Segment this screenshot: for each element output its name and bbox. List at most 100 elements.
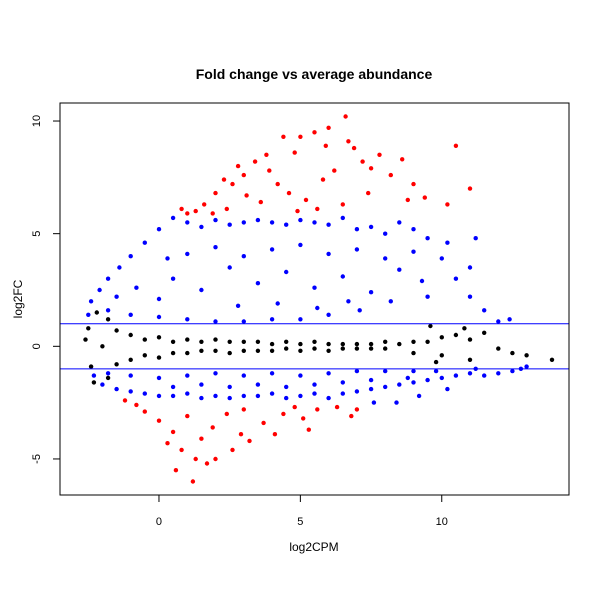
data-point-significant_moderate-2-51 (340, 380, 345, 385)
data-point-significant_moderate-2-29 (510, 368, 515, 374)
data-point-significant_moderate-2-9 (227, 395, 232, 401)
data-point-significant_moderate-1-37 (269, 317, 275, 322)
data-point-non_significant-3-58 (482, 330, 487, 335)
data-point-significant_high-0-49 (204, 461, 210, 466)
data-point-non_significant-3-50 (439, 353, 444, 358)
data-point-significant_high-0-13 (202, 202, 207, 207)
data-point-significant_moderate-2-38 (298, 373, 303, 378)
data-point-non_significant-3-30 (284, 346, 289, 351)
data-point-significant_moderate-1-42 (128, 312, 133, 317)
data-point-non_significant-3-46 (411, 339, 416, 344)
data-point-significant_moderate-1-65 (134, 285, 139, 290)
data-point-significant_moderate-1-54 (425, 294, 430, 299)
data-point-significant_moderate-1-27 (473, 236, 478, 241)
data-point-significant_moderate-2-0 (100, 382, 105, 387)
data-point-significant_moderate-1-51 (340, 274, 345, 279)
data-point-significant_high-0-14 (193, 208, 198, 214)
data-point-significant_high-0-28 (422, 195, 427, 200)
data-point-significant_high-0-24 (377, 152, 382, 157)
data-point-non_significant-3-51 (453, 332, 459, 338)
data-point-significant_moderate-2-27 (482, 373, 487, 378)
data-point-significant_moderate-2-36 (241, 373, 246, 378)
data-point-significant_moderate-1-66 (114, 294, 119, 299)
data-point-non_significant-3-49 (439, 335, 444, 340)
data-point-significant_high-0-73 (199, 436, 204, 441)
data-point-non_significant-3-33 (312, 339, 317, 344)
data-point-significant_moderate-1-3 (128, 254, 133, 259)
data-point-significant_moderate-1-13 (255, 217, 261, 223)
data-point-significant_moderate-1-39 (213, 319, 218, 324)
data-point-significant_moderate-2-31 (105, 371, 111, 376)
data-point-significant_high-0-58 (185, 413, 190, 419)
data-point-significant_high-0-8 (241, 172, 246, 178)
data-point-non_significant-3-6 (114, 362, 119, 367)
data-point-significant_moderate-1-9 (199, 224, 204, 230)
data-point-significant_moderate-1-22 (383, 231, 388, 236)
y-axis-label: log2FC (11, 279, 25, 318)
y-tick-label-0: -5 (31, 454, 43, 464)
data-point-significant_moderate-2-47 (227, 384, 232, 390)
data-point-significant_moderate-2-39 (326, 371, 331, 376)
data-point-non_significant-3-14 (170, 350, 176, 356)
data-point-non_significant-3-35 (326, 341, 331, 347)
data-point-significant_high-0-41 (292, 150, 297, 155)
data-points (83, 114, 555, 484)
data-point-significant_high-0-25 (400, 157, 405, 162)
data-point-significant_moderate-1-0 (170, 215, 176, 221)
data-point-non_significant-3-12 (156, 355, 162, 360)
data-point-significant_high-0-59 (210, 425, 215, 430)
data-point-non_significant-3-20 (213, 348, 218, 353)
data-point-non_significant-3-7 (128, 332, 133, 338)
data-point-non_significant-3-13 (170, 339, 176, 344)
data-point-significant_moderate-2-59 (524, 364, 529, 369)
data-point-significant_moderate-2-1 (114, 386, 119, 392)
data-point-significant_moderate-2-32 (128, 373, 133, 378)
data-point-significant_moderate-2-3 (142, 391, 147, 396)
data-point-significant_moderate-1-52 (368, 290, 374, 295)
data-point-non_significant-3-48 (425, 339, 430, 344)
data-point-significant_moderate-1-56 (185, 251, 190, 257)
data-point-non_significant-3-11 (156, 335, 162, 340)
data-point-significant_moderate-1-72 (275, 301, 280, 306)
data-point-significant_high-0-36 (295, 208, 300, 214)
data-point-significant_moderate-2-52 (368, 377, 374, 383)
data-point-non_significant-3-64 (433, 359, 439, 365)
data-point-significant_high-0-21 (332, 168, 337, 173)
data-point-significant_high-0-0 (343, 114, 348, 119)
data-point-non_significant-3-63 (462, 326, 467, 331)
data-point-significant_moderate-1-5 (105, 276, 111, 281)
data-point-significant_moderate-1-47 (227, 265, 232, 270)
data-point-non_significant-3-59 (83, 337, 88, 342)
data-point-non_significant-3-24 (241, 348, 246, 353)
data-point-significant_moderate-1-21 (368, 224, 374, 230)
data-point-significant_moderate-2-19 (368, 386, 374, 392)
data-point-significant_high-0-31 (445, 202, 450, 207)
data-point-significant_moderate-2-8 (213, 393, 218, 399)
data-point-significant_moderate-1-19 (340, 215, 345, 221)
data-point-significant_high-0-44 (368, 166, 374, 171)
data-point-significant_high-0-2 (312, 130, 317, 135)
data-point-non_significant-3-55 (510, 350, 515, 356)
data-point-significant_moderate-1-41 (156, 314, 162, 320)
data-point-significant_moderate-2-45 (170, 384, 176, 390)
data-point-significant_moderate-2-21 (397, 382, 402, 387)
data-point-significant_moderate-1-11 (227, 222, 232, 227)
data-point-non_significant-3-56 (524, 353, 529, 358)
data-point-significant_high-0-6 (252, 159, 258, 164)
data-point-non_significant-3-4 (100, 344, 105, 349)
data-point-significant_high-0-23 (360, 159, 365, 164)
data-point-significant_moderate-1-8 (185, 220, 190, 225)
data-point-significant_moderate-2-34 (185, 373, 190, 378)
data-point-significant_high-0-11 (244, 193, 249, 198)
data-point-significant_high-0-62 (261, 420, 266, 426)
data-point-non_significant-3-62 (428, 323, 433, 329)
data-point-non_significant-3-52 (467, 337, 473, 342)
data-point-significant_moderate-1-63 (383, 256, 388, 261)
data-point-significant_high-0-19 (303, 197, 309, 203)
data-point-significant_high-0-74 (349, 413, 354, 419)
data-point-non_significant-3-34 (312, 346, 317, 351)
data-point-significant_high-0-54 (156, 418, 162, 423)
data-point-significant_moderate-1-62 (354, 247, 360, 252)
data-point-significant_moderate-1-23 (397, 220, 402, 225)
